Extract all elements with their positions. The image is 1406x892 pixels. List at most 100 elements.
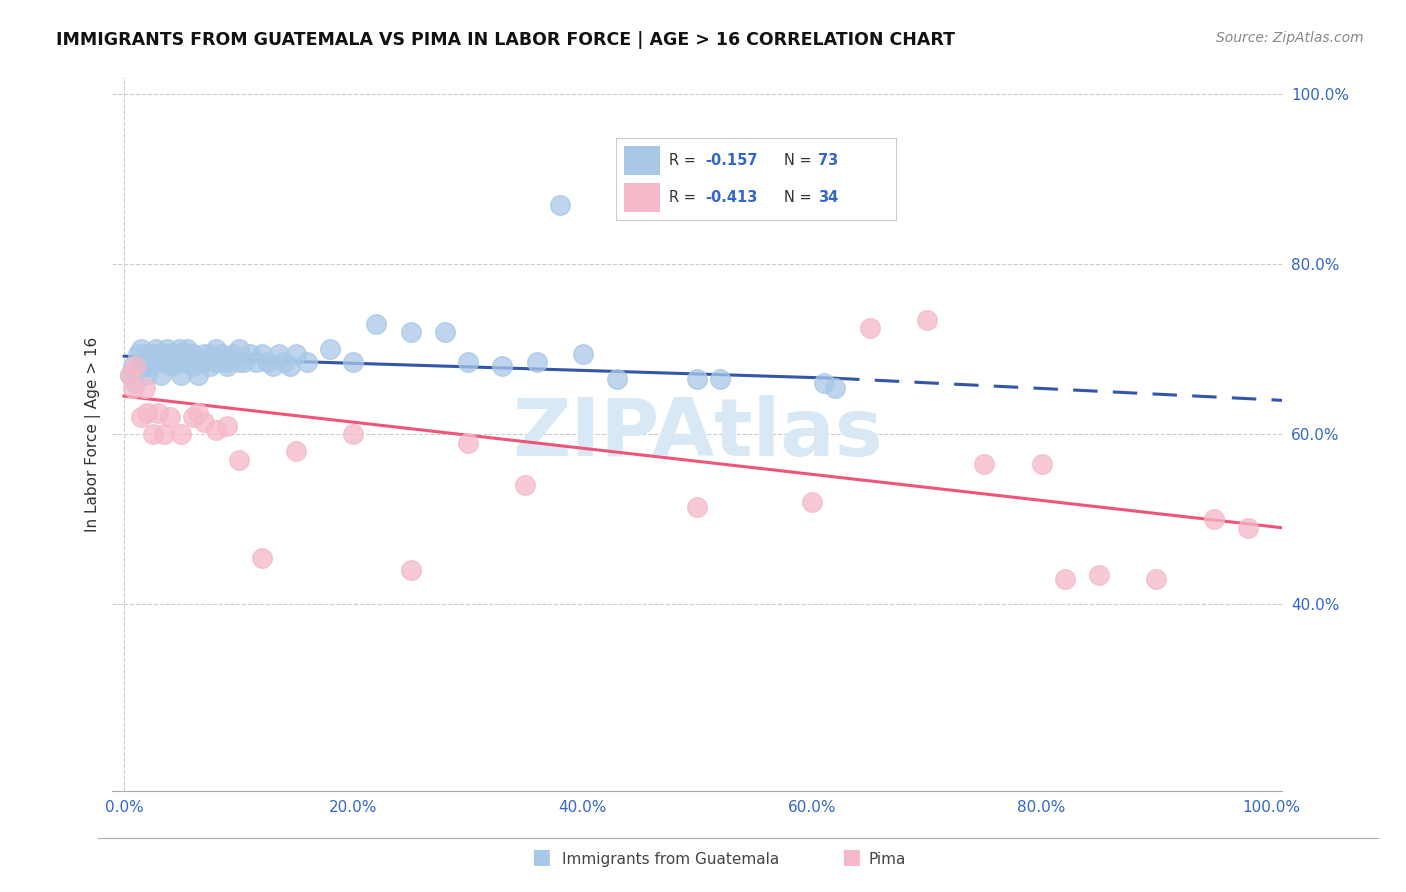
Point — [284, 346, 307, 360]
Point — [548, 198, 571, 212]
Point — [267, 346, 290, 360]
Text: Immigrants from Guatemala: Immigrants from Guatemala — [562, 852, 780, 867]
Point — [193, 415, 215, 429]
Point — [297, 355, 319, 369]
Point — [262, 359, 284, 374]
Point — [491, 359, 513, 374]
Point — [366, 317, 388, 331]
Point — [824, 381, 846, 395]
Point — [198, 346, 221, 360]
Point — [148, 346, 170, 360]
Point — [122, 381, 145, 395]
Point — [165, 355, 187, 369]
Text: ZIPAtlas: ZIPAtlas — [512, 395, 883, 474]
Point — [187, 368, 209, 382]
Point — [250, 346, 273, 360]
Point — [135, 346, 157, 360]
Point — [176, 343, 198, 357]
Point — [228, 343, 250, 357]
Point — [273, 355, 295, 369]
Point — [250, 550, 273, 565]
Y-axis label: In Labor Force | Age > 16: In Labor Force | Age > 16 — [86, 336, 101, 532]
Point — [515, 478, 537, 492]
Text: IMMIGRANTS FROM GUATEMALA VS PIMA IN LABOR FORCE | AGE > 16 CORRELATION CHART: IMMIGRANTS FROM GUATEMALA VS PIMA IN LAB… — [56, 31, 955, 49]
Point — [170, 355, 193, 369]
Point — [198, 359, 221, 374]
Point — [1202, 512, 1225, 526]
Point — [1088, 567, 1111, 582]
Point — [228, 355, 250, 369]
Point — [204, 355, 226, 369]
Point — [709, 372, 731, 386]
Point — [1144, 572, 1167, 586]
Point — [170, 368, 193, 382]
Point — [170, 427, 193, 442]
Point — [187, 355, 209, 369]
Point — [118, 368, 141, 382]
Point — [858, 321, 880, 335]
Point — [122, 359, 145, 374]
Point — [457, 435, 479, 450]
Point — [124, 359, 146, 374]
Point — [204, 343, 226, 357]
Point — [159, 346, 181, 360]
Text: ■: ■ — [841, 847, 860, 867]
Text: Source: ZipAtlas.com: Source: ZipAtlas.com — [1216, 31, 1364, 45]
Point — [686, 372, 709, 386]
Point — [148, 355, 170, 369]
Point — [153, 427, 176, 442]
Point — [457, 355, 479, 369]
Point — [284, 444, 307, 458]
Point — [278, 359, 301, 374]
Point — [127, 346, 149, 360]
Point — [217, 418, 239, 433]
Point — [222, 346, 245, 360]
Point — [176, 355, 198, 369]
Point — [342, 427, 364, 442]
Point — [1031, 457, 1053, 471]
Point — [181, 410, 204, 425]
Point — [204, 423, 226, 437]
Point — [606, 372, 628, 386]
Point — [142, 346, 165, 360]
Point — [135, 406, 157, 420]
Point — [118, 368, 141, 382]
Point — [801, 495, 824, 509]
Point — [1053, 572, 1076, 586]
Point — [165, 346, 187, 360]
Point — [159, 410, 181, 425]
Point — [135, 368, 157, 382]
Point — [217, 359, 239, 374]
Text: Pima: Pima — [869, 852, 907, 867]
Point — [399, 326, 422, 340]
Point — [686, 500, 709, 514]
Point — [256, 355, 278, 369]
Point — [193, 346, 215, 360]
Point — [148, 406, 170, 420]
Point — [179, 355, 201, 369]
Point — [973, 457, 995, 471]
Point — [399, 563, 422, 577]
Point — [228, 452, 250, 467]
Point — [149, 368, 172, 382]
Point — [181, 359, 204, 374]
Point — [156, 343, 179, 357]
Point — [434, 326, 457, 340]
Point — [239, 346, 262, 360]
Point — [167, 343, 190, 357]
Point — [915, 312, 938, 326]
Point — [173, 346, 195, 360]
Point — [319, 343, 342, 357]
Point — [193, 355, 215, 369]
Point — [153, 346, 176, 360]
Point — [129, 410, 152, 425]
Point — [138, 359, 160, 374]
Point — [1237, 521, 1260, 535]
Point — [129, 355, 152, 369]
Point — [187, 406, 209, 420]
Point — [813, 376, 835, 391]
Point — [233, 355, 256, 369]
Point — [160, 359, 183, 374]
Point — [142, 355, 165, 369]
Point — [145, 343, 167, 357]
